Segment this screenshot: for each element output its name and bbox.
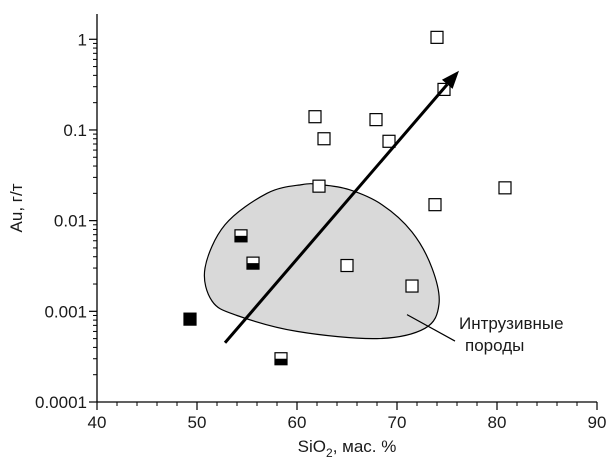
- data-point-open-square: [369, 113, 383, 127]
- y-tick-label: 0.0001: [35, 393, 87, 412]
- data-point-filled-square: [183, 312, 197, 326]
- intrusive-rocks-field: [203, 183, 440, 340]
- trend-arrow: [223, 70, 459, 344]
- y-tick-label: 0.001: [44, 302, 87, 321]
- annotation-line: Интрузивные: [459, 314, 564, 333]
- data-point-half-filled-square: [274, 352, 288, 366]
- y-axis-title: Au, г/т: [7, 183, 26, 232]
- data-point-half-filled-square: [246, 256, 260, 270]
- data-point-open-square: [428, 198, 442, 212]
- data-point-open-square: [430, 30, 444, 44]
- data-point-open-square: [498, 181, 512, 195]
- x-tick-label: 80: [488, 413, 507, 432]
- data-point-open-square: [308, 110, 322, 124]
- data-point-open-square: [382, 134, 396, 148]
- x-axis-title: SiO2, мас. %: [298, 437, 397, 457]
- annotation: Интрузивные породы: [406, 314, 564, 355]
- x-tick-label: 40: [88, 413, 107, 432]
- trend-arrow-head: [441, 70, 459, 89]
- x-tick-label: 70: [388, 413, 407, 432]
- y-tick-label: 0.1: [63, 121, 87, 140]
- data-points: [183, 30, 512, 366]
- x-tick-label: 60: [288, 413, 307, 432]
- annotation-line: породы: [465, 336, 524, 355]
- data-point-open-square: [312, 179, 326, 193]
- data-point-half-filled-square: [234, 229, 248, 243]
- data-point-open-square: [340, 258, 354, 273]
- x-tick-label: 90: [588, 413, 606, 432]
- annotation-leader: [406, 314, 456, 342]
- data-point-open-square: [317, 132, 331, 146]
- chart-axes: 40 50 60 70 80 90 0.0001 0.001 0.01 0.1 1 SiO2, мас…: [7, 14, 606, 457]
- y-tick-label: 1: [78, 30, 87, 49]
- data-point-open-square: [405, 279, 419, 293]
- y-tick-label: 0.01: [54, 212, 87, 231]
- x-tick-label: 50: [188, 413, 207, 432]
- region-outline: [203, 183, 440, 340]
- trend-arrow-shaft: [223, 83, 449, 344]
